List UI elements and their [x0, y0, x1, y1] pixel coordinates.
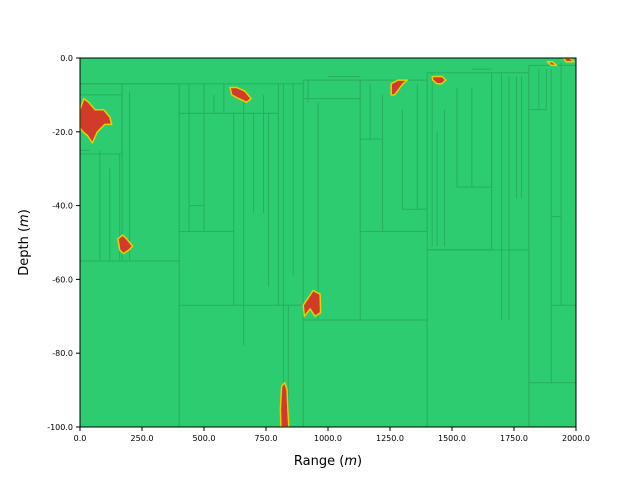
axis-label-text: Depth ( — [17, 227, 32, 276]
plot-content — [80, 58, 576, 427]
x-tick-label: 1000.0 — [314, 434, 342, 443]
axis-label-text: Range ( — [294, 454, 344, 469]
anomaly-7 — [431, 75, 447, 85]
cell-region — [121, 83, 180, 262]
plot-area — [80, 58, 576, 427]
cell-region — [80, 260, 180, 427]
anomaly-3 — [229, 86, 252, 104]
cell-region — [528, 64, 576, 384]
x-tick-label: 2000.0 — [562, 434, 590, 443]
y-axis-label: Depth (m) — [17, 209, 32, 276]
axis-label-unit: m — [344, 454, 357, 469]
y-tick-label: -80.0 — [52, 349, 73, 358]
anomaly-2 — [117, 234, 134, 255]
y-tick-label: -60.0 — [52, 275, 73, 284]
cell-region — [302, 79, 361, 321]
axis-label-paren: ) — [17, 209, 32, 214]
anomaly-5 — [302, 289, 322, 318]
cell-region — [426, 249, 530, 427]
y-tick-label: -20.0 — [52, 128, 73, 137]
x-tick-label: 1250.0 — [376, 434, 404, 443]
y-tick-label: -40.0 — [52, 202, 73, 211]
y-tick-label: -100.0 — [47, 423, 73, 432]
axis-label-unit: m — [17, 214, 32, 227]
x-axis-label: Range (m) — [294, 454, 362, 469]
x-tick-label: 750.0 — [255, 434, 278, 443]
axis-label-paren: ) — [357, 454, 362, 469]
cell-region — [277, 83, 304, 306]
anomaly-9 — [562, 58, 575, 63]
cell-region — [426, 72, 493, 251]
x-tick-label: 1500.0 — [438, 434, 466, 443]
x-tick-label: 500.0 — [193, 434, 216, 443]
anomaly-1 — [80, 97, 113, 144]
cell-region — [302, 319, 428, 427]
x-tick-label: 250.0 — [131, 434, 154, 443]
cell-region — [359, 79, 428, 232]
anomaly-6 — [390, 79, 409, 96]
x-tick-label: 0.0 — [74, 434, 87, 443]
cell-region — [178, 112, 235, 232]
anomaly-8 — [546, 60, 558, 67]
x-tick-label: 1750.0 — [500, 434, 528, 443]
axes: 0.0 250.0 500.0 750.0 1000.0 1250.0 1500.0 1750… — [47, 54, 590, 443]
anomaly-4 — [279, 381, 290, 427]
y-tick-label: 0.0 — [60, 54, 73, 63]
